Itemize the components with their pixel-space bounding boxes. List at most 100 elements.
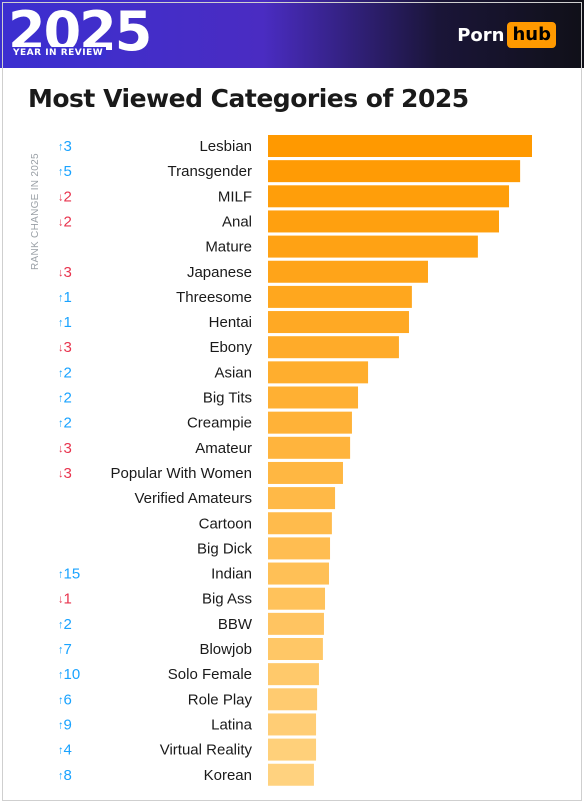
rank-change-value: 9 (64, 716, 72, 733)
category-label: Transgender (168, 163, 253, 180)
rank-arrow-up-icon: ↑ (58, 719, 64, 731)
category-label: MILF (218, 188, 252, 205)
bar-asian (268, 361, 369, 384)
header-banner: 2025 YEAR IN REVIEW Porn hub (0, 0, 584, 68)
bar-solo-female (268, 663, 319, 686)
rank-change-down: ↓2 (58, 213, 72, 230)
bar-transgender (268, 160, 521, 183)
rank-change-value: 2 (64, 188, 72, 205)
rank-arrow-down-icon: ↓ (58, 267, 64, 279)
bar-popular-with-women (268, 461, 343, 484)
bar-latina (268, 713, 317, 736)
category-label: Virtual Reality (160, 742, 253, 759)
rank-arrow-down-icon: ↓ (58, 191, 64, 203)
rank-change-down: ↓3 (58, 440, 72, 457)
rank-arrow-up-icon: ↑ (58, 393, 64, 405)
rank-change-up: ↑7 (58, 641, 72, 658)
bar-big-tits (268, 386, 359, 409)
rank-change-value: 8 (64, 767, 72, 784)
bar-mature (268, 235, 478, 258)
rank-change-value: 15 (64, 566, 81, 583)
rank-change-down: ↓2 (58, 188, 72, 205)
rank-change-up: ↑2 (58, 415, 72, 432)
bar-blowjob (268, 638, 323, 660)
rank-change-up: ↑1 (58, 289, 72, 306)
rank-change-value: 6 (64, 691, 72, 708)
rank-arrow-up-icon: ↑ (58, 745, 64, 757)
rank-change-down: ↓3 (58, 339, 72, 356)
bar-lesbian (268, 135, 532, 157)
category-label: Threesome (176, 289, 252, 306)
rank-change-value: 2 (64, 415, 72, 432)
site-logo[interactable]: Porn hub (457, 22, 556, 48)
rank-arrow-up-icon: ↑ (58, 619, 64, 631)
bar-indian (268, 562, 329, 585)
rank-change-value: 3 (64, 339, 72, 356)
category-label: Role Play (188, 691, 253, 708)
category-label: Cartoon (199, 515, 252, 532)
category-label: Verified Amateurs (134, 490, 252, 507)
rank-arrow-down-icon: ↓ (58, 468, 64, 480)
rank-arrow-up-icon: ↑ (58, 669, 64, 681)
category-label: Big Tits (203, 390, 252, 407)
rank-change-up: ↑8 (58, 767, 72, 784)
category-label: Anal (222, 213, 252, 230)
rank-change-value: 4 (64, 742, 72, 759)
rank-change-value: 3 (64, 138, 72, 155)
rank-change-up: ↑10 (58, 666, 80, 683)
rank-change-up: ↑2 (58, 390, 72, 407)
logo-badge: hub (507, 22, 556, 48)
rank-arrow-up-icon: ↑ (58, 166, 64, 178)
rank-change-up: ↑6 (58, 691, 72, 708)
rank-change-up: ↑5 (58, 163, 72, 180)
category-label: Popular With Women (111, 465, 252, 482)
rank-arrow-up-icon: ↑ (58, 644, 64, 656)
bar-big-dick (268, 537, 331, 560)
bar-verified-amateurs (268, 487, 336, 510)
category-label: Asian (214, 364, 252, 381)
category-label: Ebony (209, 339, 252, 356)
bar-cartoon (268, 512, 332, 535)
bar-hentai (268, 311, 409, 334)
rank-change-value: 3 (64, 465, 72, 482)
bar-virtual-reality (268, 738, 317, 761)
category-label: Big Ass (202, 591, 252, 608)
rank-change-value: 2 (64, 213, 72, 230)
category-label: Big Dick (197, 540, 253, 557)
rank-change-up: ↑2 (58, 364, 72, 381)
category-label: Lesbian (199, 138, 252, 155)
rank-change-up: ↑4 (58, 742, 72, 759)
rank-change-value: 2 (64, 616, 72, 633)
rank-arrow-up-icon: ↑ (58, 141, 64, 153)
rank-change-value: 3 (64, 264, 72, 281)
rank-arrow-down-icon: ↓ (58, 216, 64, 228)
bar-threesome (268, 285, 412, 308)
rank-change-value: 2 (64, 390, 72, 407)
rank-change-up: ↑3 (58, 138, 72, 155)
category-label: Amateur (195, 440, 252, 457)
category-label: Blowjob (199, 641, 252, 658)
bar-anal (268, 210, 499, 233)
rank-arrow-up-icon: ↑ (58, 317, 64, 329)
rank-arrow-down-icon: ↓ (58, 342, 64, 354)
rank-change-value: 2 (64, 364, 72, 381)
rank-change-value: 1 (64, 314, 72, 331)
bar-role-play (268, 688, 318, 711)
rank-arrow-up-icon: ↑ (58, 569, 64, 581)
category-label: Latina (211, 716, 253, 733)
bar-japanese (268, 260, 428, 283)
bar-amateur (268, 436, 351, 459)
bar-ebony (268, 336, 399, 359)
rank-arrow-up-icon: ↑ (58, 292, 64, 304)
chart-title: Most Viewed Categories of 2025 (28, 84, 469, 113)
rank-arrow-up-icon: ↑ (58, 418, 64, 430)
bar-korean (268, 763, 314, 786)
rank-change-up: ↑1 (58, 314, 72, 331)
category-label: Mature (205, 239, 252, 256)
rank-change-value: 1 (64, 591, 72, 608)
rank-change-up: ↑9 (58, 716, 72, 733)
category-label: BBW (218, 616, 253, 633)
bar-creampie (268, 411, 352, 434)
rank-change-value: 3 (64, 440, 72, 457)
